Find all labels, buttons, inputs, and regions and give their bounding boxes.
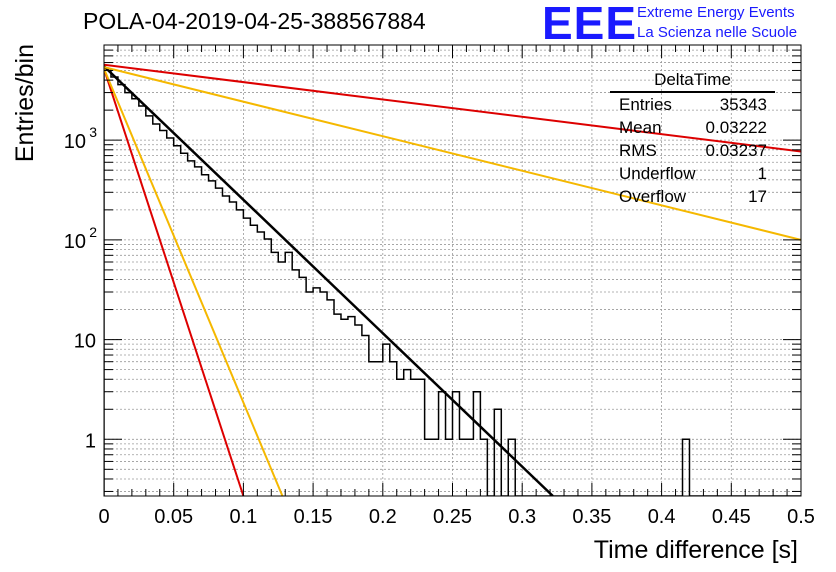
stats-row: Underflow 1 xyxy=(610,162,775,185)
x-tick-label: 0.1 xyxy=(229,506,257,528)
stats-row-label: RMS xyxy=(619,141,657,160)
stats-box: DeltaTime Entries 35343 Mean 0.03222 RMS 0.03… xyxy=(610,70,775,208)
y-tick-label: 10 xyxy=(64,131,86,153)
y-axis-title: Entries/bin xyxy=(11,44,39,162)
x-tick-label: 0.45 xyxy=(712,506,751,528)
stats-row-label: Underflow xyxy=(619,164,696,183)
histogram-bars xyxy=(104,68,801,496)
y-tick-exponent: 2 xyxy=(89,224,97,240)
x-tick-label: 0.2 xyxy=(369,506,397,528)
stats-row-value: 35343 xyxy=(719,95,767,114)
fit-line xyxy=(104,63,801,153)
stats-row-value: 1 xyxy=(757,164,767,183)
logo-subtitle-2: La Scienza nelle Scuole xyxy=(637,24,798,41)
y-tick-label: 1 xyxy=(85,430,96,452)
plot-title: POLA-04-2019-04-25-388567884 xyxy=(83,8,426,34)
stats-row-value: 0.03237 xyxy=(705,141,767,160)
y-tick-exponent: 3 xyxy=(89,124,97,140)
stats-row: RMS 0.03237 xyxy=(610,139,775,162)
x-tick-label: 0.4 xyxy=(648,506,676,528)
stats-row-value: 17 xyxy=(748,187,767,206)
x-tick-label: 0.05 xyxy=(154,506,193,528)
stats-row: Mean 0.03222 xyxy=(610,116,775,139)
stats-row-label: Mean xyxy=(619,118,662,137)
eee-logo: EEE xyxy=(542,0,638,49)
x-tick-label: 0.15 xyxy=(294,506,333,528)
x-tick-label: 0.25 xyxy=(433,506,472,528)
fit-line xyxy=(104,68,284,496)
stats-row-value: 0.03222 xyxy=(705,118,767,137)
x-tick-label: 0 xyxy=(98,506,109,528)
stats-row: Overflow 17 xyxy=(610,185,775,208)
x-tick-label: 0.5 xyxy=(787,506,815,528)
fit-line xyxy=(104,66,801,241)
stats-title: DeltaTime xyxy=(610,70,775,93)
x-axis-title: Time difference [s] xyxy=(594,536,798,564)
y-tick-label: 10 xyxy=(74,331,96,353)
x-tick-label: 0.3 xyxy=(508,506,536,528)
stats-row-label: Entries xyxy=(619,95,672,114)
logo-subtitle-1: Extreme Energy Events xyxy=(637,4,795,21)
fit-line xyxy=(104,68,245,496)
stats-row: Entries 35343 xyxy=(610,93,775,116)
y-tick-label: 10 xyxy=(64,231,86,253)
stats-row-label: Overflow xyxy=(619,187,687,206)
x-tick-label: 0.35 xyxy=(572,506,611,528)
fit-line xyxy=(104,65,554,496)
